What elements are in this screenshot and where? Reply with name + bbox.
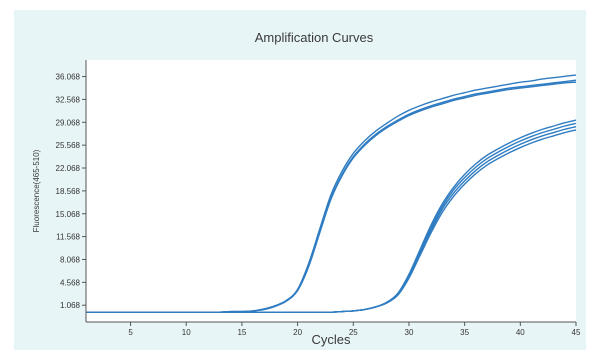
x-tick-label: 5 xyxy=(128,328,133,337)
x-tick-label: 45 xyxy=(572,328,581,337)
y-tick-label: 29.068 xyxy=(56,118,81,127)
y-axis-ticks: 1.068 4.568 8.068 11.568 15.068 18.568 22.068 2… xyxy=(56,73,86,310)
y-tick-label: 8.068 xyxy=(60,255,81,264)
x-tick-label: 20 xyxy=(293,328,302,337)
x-tick-label: 10 xyxy=(182,328,191,337)
x-tick-label: 40 xyxy=(516,328,525,337)
x-axis-ticks: 5 10 15 20 25 30 35 40 45 xyxy=(128,322,581,337)
y-tick-label: 32.568 xyxy=(56,95,81,104)
y-tick-label: 18.568 xyxy=(56,187,81,196)
x-axis-title: Cycles xyxy=(311,332,351,347)
y-tick-label: 22.068 xyxy=(56,164,81,173)
y-tick-label: 15.068 xyxy=(56,210,81,219)
chart-title: Amplification Curves xyxy=(255,30,374,45)
x-tick-label: 35 xyxy=(460,328,469,337)
amplification-curves xyxy=(85,74,577,313)
y-axis-title: Fluorescence(465-510) xyxy=(32,149,41,232)
x-tick-label: 15 xyxy=(237,328,246,337)
y-tick-label: 1.068 xyxy=(60,301,81,310)
amplification-chart: Amplification Curves Cycles Fluorescence… xyxy=(32,30,581,347)
y-tick-label: 25.568 xyxy=(56,141,81,150)
amplification-curve-7 xyxy=(85,129,577,313)
y-tick-label: 11.568 xyxy=(56,233,80,242)
y-tick-label: 36.068 xyxy=(56,73,81,82)
plot-area xyxy=(86,60,576,322)
y-tick-label: 4.568 xyxy=(60,278,81,287)
chart-panel: Amplification Curves Cycles Fluorescence… xyxy=(14,10,586,350)
x-tick-label: 30 xyxy=(405,328,414,337)
x-tick-label: 25 xyxy=(349,328,358,337)
